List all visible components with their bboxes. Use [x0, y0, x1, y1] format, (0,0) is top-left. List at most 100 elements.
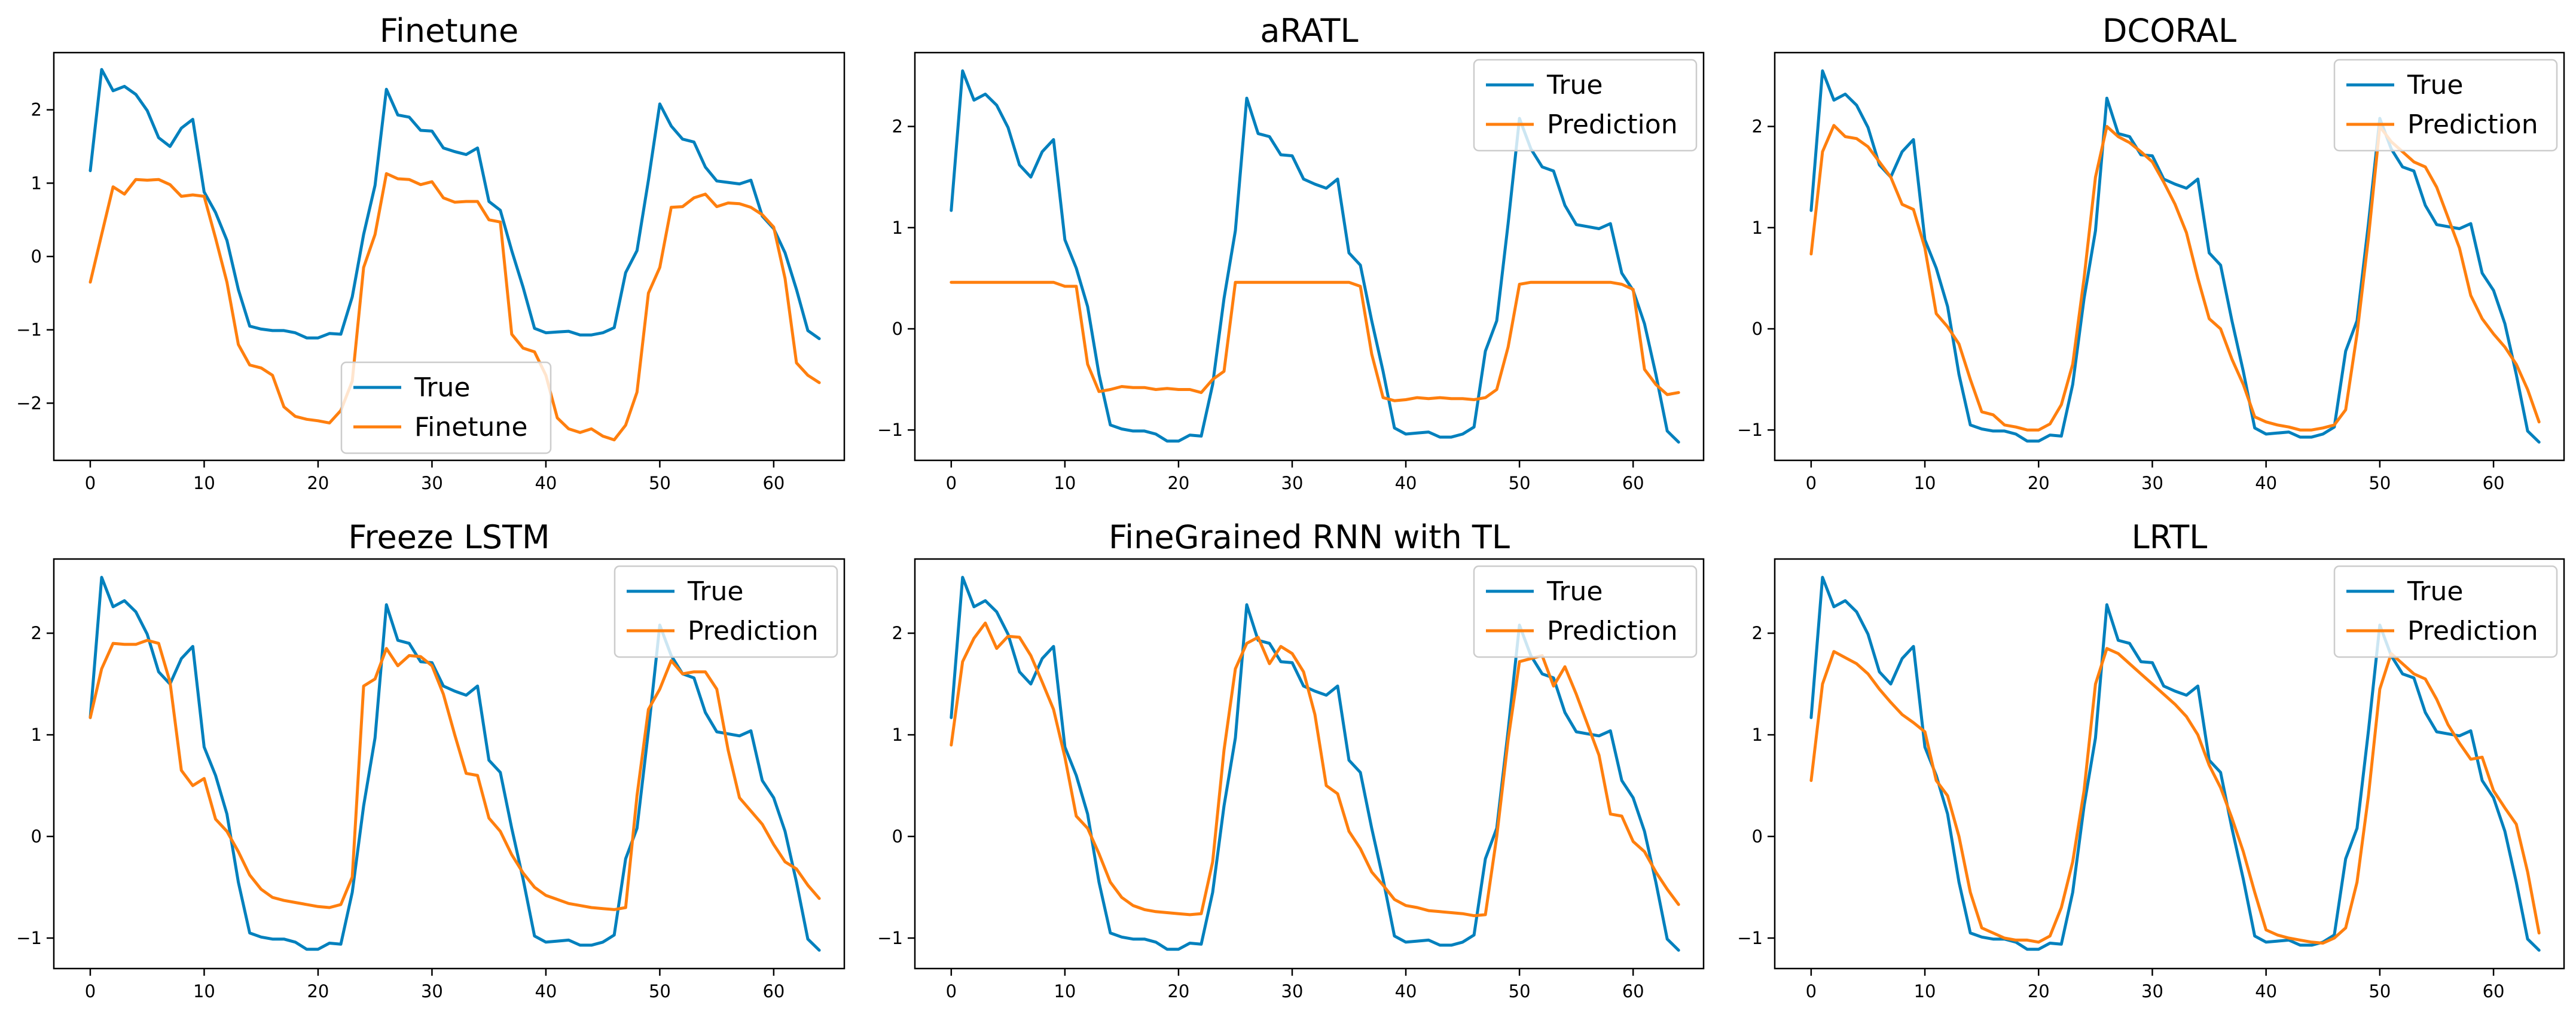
chart-panel-6: LRTL 0 10 20 30 40 50 60 −1 0 1 2 True Prediction — [1737, 518, 2565, 1001]
x-tick-label: 20 — [1167, 981, 1189, 1001]
x-tick-label: 60 — [1622, 981, 1644, 1001]
x-tick-label: 10 — [1054, 473, 1076, 493]
x-tick-label: 30 — [1281, 473, 1304, 493]
x-tick-label: 30 — [2141, 981, 2163, 1001]
series-line-prediction — [950, 280, 1680, 402]
x-tick-label: 0 — [85, 981, 96, 1001]
y-tick-label: −1 — [1737, 420, 1763, 440]
y-tick-label: 1 — [892, 218, 903, 238]
legend-label: Prediction — [1547, 616, 1678, 646]
y-tick-label: 0 — [31, 246, 42, 267]
legend: True Finetune — [340, 361, 552, 454]
series-line-prediction — [1809, 124, 2541, 432]
x-tick-label: 10 — [1914, 981, 1936, 1001]
chart-title: LRTL — [2132, 518, 2208, 556]
x-tick-label: 40 — [535, 981, 557, 1001]
y-tick-label: −1 — [877, 928, 903, 948]
legend: True Prediction — [614, 565, 838, 658]
chart-title: Finetune — [380, 12, 518, 50]
y-tick-label: 1 — [31, 725, 42, 745]
legend: True Prediction — [1473, 59, 1698, 152]
legend-label: Prediction — [1547, 109, 1678, 140]
x-tick-label: 50 — [1509, 981, 1531, 1001]
series-line-true — [88, 576, 821, 952]
y-tick-label: −1 — [16, 320, 42, 340]
chart-panel-3: DCORAL 0 10 20 30 40 50 60 −1 0 1 2 True Prediction — [1737, 12, 2565, 493]
x-tick-label: 20 — [1167, 473, 1189, 493]
x-tick-label: 0 — [85, 473, 96, 493]
x-tick-label: 0 — [946, 473, 957, 493]
chart-panel-1: Finetune 0 10 20 30 40 50 60 −2 −1 0 1 2 True Finetune — [16, 12, 846, 493]
x-tick-label: 40 — [2255, 981, 2277, 1001]
legend: True Prediction — [2333, 565, 2558, 658]
y-tick-label: −1 — [1737, 928, 1763, 948]
legend-label: Prediction — [2407, 109, 2538, 140]
plot-frame — [914, 558, 1705, 970]
x-tick-label: 50 — [2369, 473, 2391, 493]
y-tick-label: 2 — [892, 117, 903, 137]
y-tick-label: 0 — [1752, 826, 1763, 847]
y-tick-label: 2 — [1752, 117, 1763, 137]
y-tick-label: 0 — [1752, 319, 1763, 339]
x-tick-label: 10 — [1914, 473, 1936, 493]
legend-label: True — [1546, 70, 1603, 100]
x-tick-label: 60 — [762, 473, 785, 493]
x-tick-label: 60 — [762, 981, 785, 1001]
x-tick-label: 40 — [2255, 473, 2277, 493]
x-tick-label: 20 — [2028, 981, 2050, 1001]
legend-box — [1473, 565, 1698, 658]
x-tick-label: 10 — [193, 981, 215, 1001]
series-line-true — [1809, 69, 2541, 444]
x-tick-label: 10 — [193, 473, 215, 493]
legend-label: Finetune — [414, 412, 527, 442]
x-tick-label: 40 — [1395, 473, 1417, 493]
x-tick-label: 60 — [2483, 473, 2505, 493]
chart-panel-4: Freeze LSTM 0 10 20 30 40 50 60 −1 0 1 2 True Predict… — [16, 518, 846, 1001]
chart-panel-2: aRATL 0 10 20 30 40 50 60 −1 0 1 2 True Prediction — [877, 12, 1705, 493]
legend: True Prediction — [2333, 59, 2558, 152]
x-tick-label: 30 — [1281, 981, 1304, 1001]
legend-label: True — [687, 576, 743, 607]
series-line-prediction — [88, 639, 821, 911]
y-tick-label: 1 — [1752, 218, 1763, 238]
series-line-true — [950, 576, 1680, 952]
chart-title: FineGrained RNN with TL — [1109, 518, 1510, 556]
y-tick-label: 2 — [31, 623, 42, 643]
y-tick-label: 1 — [1752, 725, 1763, 745]
legend: True Prediction — [1473, 565, 1698, 658]
plot-frame — [53, 558, 846, 970]
plot-frame — [914, 51, 1705, 462]
y-tick-label: 0 — [892, 319, 903, 339]
chart-title: aRATL — [1260, 12, 1358, 50]
series-line-prediction — [88, 172, 821, 442]
x-tick-label: 20 — [2028, 473, 2050, 493]
legend-box — [2333, 565, 2558, 658]
plot-frame — [1774, 51, 2565, 462]
plot-frame — [1774, 558, 2565, 970]
y-tick-label: 0 — [31, 826, 42, 847]
y-tick-label: −2 — [16, 393, 42, 413]
y-tick-label: 2 — [31, 100, 42, 120]
legend-label: True — [1546, 576, 1603, 607]
x-tick-label: 0 — [1806, 981, 1817, 1001]
y-tick-label: −1 — [16, 928, 42, 948]
x-tick-label: 30 — [421, 473, 443, 493]
y-tick-label: 1 — [31, 173, 42, 193]
y-tick-label: 2 — [892, 623, 903, 643]
y-tick-label: 1 — [892, 725, 903, 745]
x-tick-label: 50 — [649, 981, 671, 1001]
x-tick-label: 30 — [421, 981, 443, 1001]
legend-label: True — [2407, 70, 2463, 100]
y-tick-label: 0 — [892, 826, 903, 847]
x-tick-label: 40 — [1395, 981, 1417, 1001]
x-tick-label: 50 — [1509, 473, 1531, 493]
legend-box — [340, 361, 552, 454]
x-tick-label: 60 — [1622, 473, 1644, 493]
series-line-prediction — [1809, 647, 2541, 945]
series-line-prediction — [950, 621, 1680, 918]
x-tick-label: 0 — [946, 981, 957, 1001]
x-tick-label: 50 — [649, 473, 671, 493]
legend-label: Prediction — [2407, 616, 2538, 646]
y-tick-label: −1 — [877, 420, 903, 440]
